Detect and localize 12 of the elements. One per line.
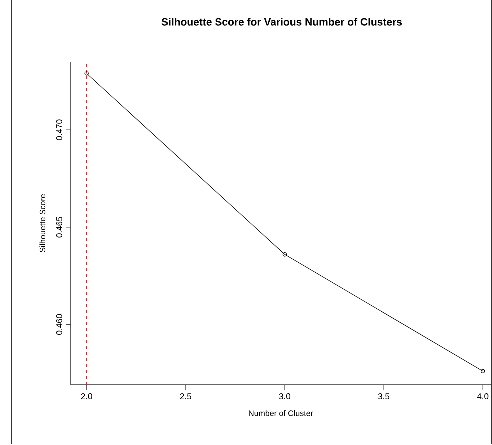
x-tick-label: 3.5 <box>378 394 390 400</box>
x-axis-title: Number of Cluster <box>249 410 314 416</box>
x-tick-label: 4.0 <box>477 394 489 400</box>
y-axis-title: Silhouette Score <box>40 194 46 252</box>
x-tick-label: 2.0 <box>81 394 92 400</box>
x-tick-label: 2.5 <box>180 394 192 400</box>
y-tick-label: 0.460 <box>56 314 62 335</box>
x-tick-label: 3.0 <box>279 394 291 400</box>
point <box>282 252 288 257</box>
chart-title: Silhouette Score for Various Number of Clusters <box>162 18 402 26</box>
y-tick-label: 0.470 <box>56 120 62 140</box>
y-tick-label: 0.465 <box>56 217 62 238</box>
